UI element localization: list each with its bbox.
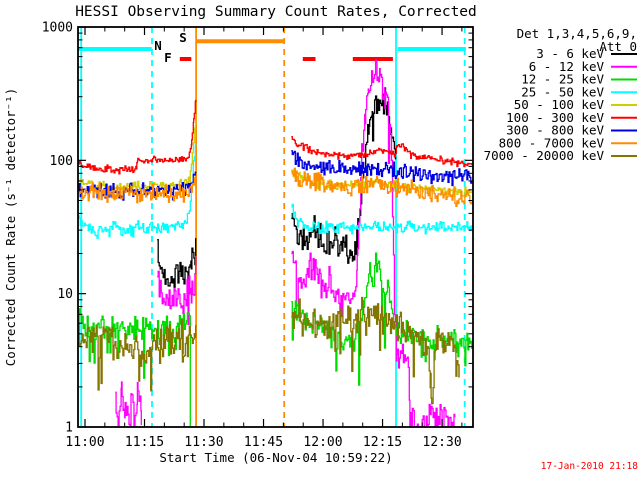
legend-attenuator-line: Att 0 bbox=[599, 39, 637, 54]
series-line-7000-20000keV bbox=[78, 318, 197, 392]
legend-label-6-12keV: 6 - 12 keV bbox=[529, 59, 605, 74]
x-tick-label: 11:30 bbox=[184, 435, 223, 450]
night-flag-letter: N bbox=[154, 38, 162, 53]
axes-and-ticks: 1 10 100 1000 11:00 11:15 11:30 11:45 12:00 12:15… bbox=[42, 21, 474, 450]
series-line-100-300keV bbox=[291, 135, 473, 168]
series-line-3-6keV bbox=[291, 87, 397, 264]
legend-label-7000-20000keV: 7000 - 20000 keV bbox=[484, 148, 605, 163]
series-line-6-12keV bbox=[291, 59, 456, 427]
series-line-100-300keV bbox=[78, 99, 197, 175]
series-line-300-800keV bbox=[291, 150, 473, 187]
y-tick-label: 1 bbox=[65, 421, 73, 436]
legend-label-100-300keV: 100 - 300 keV bbox=[506, 110, 604, 125]
series-line-6-12keV bbox=[157, 255, 197, 326]
series-line-25-50keV bbox=[291, 203, 473, 235]
series-line-800-7000keV bbox=[78, 176, 197, 204]
series-line-800-7000keV bbox=[291, 167, 473, 207]
series-line-50-100keV bbox=[78, 113, 197, 193]
y-tick-label: 100 bbox=[50, 154, 73, 169]
x-tick-label: 11:00 bbox=[65, 435, 104, 450]
legend-label-3-6keV: 3 - 6 keV bbox=[536, 46, 604, 61]
series-lines bbox=[78, 59, 473, 427]
series-line-12-25keV bbox=[291, 252, 473, 386]
flare-flag-letter: F bbox=[164, 50, 172, 65]
series-line-25-50keV bbox=[78, 144, 197, 239]
legend-label-50-100keV: 50 - 100 keV bbox=[514, 97, 605, 112]
flag-bars bbox=[78, 39, 466, 61]
plot-timestamp: 17-Jan-2010 21:18 bbox=[541, 461, 639, 472]
flag-labels: NFS bbox=[154, 30, 187, 65]
series-line-7000-20000keV bbox=[291, 296, 460, 405]
y-tick-label: 1000 bbox=[42, 21, 73, 36]
legend-label-25-50keV: 25 - 50 keV bbox=[521, 84, 604, 99]
x-axis-label: Start Time (06-Nov-04 10:59:22) bbox=[159, 450, 392, 465]
x-tick-label: 12:30 bbox=[423, 435, 462, 450]
series-line-6-12keV bbox=[115, 381, 142, 427]
x-tick-label: 12:00 bbox=[303, 435, 342, 450]
x-tick-label: 11:15 bbox=[125, 435, 164, 450]
saa-flag-letter: S bbox=[179, 30, 187, 45]
plot-frame bbox=[77, 26, 474, 428]
series-line-3-6keV bbox=[157, 238, 197, 288]
legend-label-12-25keV: 12 - 25 keV bbox=[521, 72, 604, 87]
legend-label-300-800keV: 300 - 800 keV bbox=[506, 123, 604, 138]
x-tick-label: 12:15 bbox=[363, 435, 402, 450]
y-tick-label: 10 bbox=[57, 287, 73, 302]
legend-detector-line: Det 1,3,4,5,6,9, bbox=[517, 26, 637, 41]
legend-label-800-7000keV: 800 - 7000 keV bbox=[499, 135, 605, 150]
x-tick-label: 11:45 bbox=[244, 435, 283, 450]
y-axis-label: Corrected Count Rate (s⁻¹ detector⁻¹) bbox=[3, 88, 18, 366]
chart-title: HESSI Observing Summary Count Rates, Cor… bbox=[75, 4, 477, 20]
